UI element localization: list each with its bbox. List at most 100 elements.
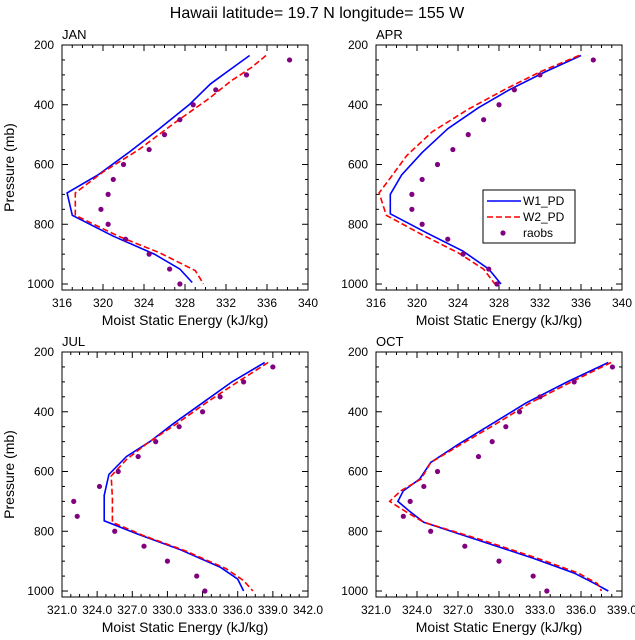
y-tick-label: 600: [348, 158, 368, 172]
data-point-raobs: [115, 468, 121, 475]
panel-jan: JAN 316 320 324 328 332 336 340 200 400 600 800 1000…: [1, 27, 318, 328]
data-point-raobs: [450, 146, 456, 153]
data-point-raobs: [194, 573, 200, 579]
panel-title: OCT: [376, 334, 404, 349]
data-point-raobs: [176, 424, 182, 430]
y-tick-label: 200: [34, 38, 54, 52]
data-point-raobs: [177, 117, 183, 123]
data-point-raobs: [202, 588, 208, 594]
y-axis-label: Pressure (mb): [1, 123, 17, 212]
y-tick-label: 400: [34, 98, 54, 112]
data-point-raobs: [537, 72, 543, 78]
x-tick-label: 336: [571, 296, 591, 310]
data-point-raobs: [409, 206, 415, 212]
data-point-raobs: [400, 513, 406, 519]
data-point-raobs: [496, 102, 502, 108]
y-tick-label: 800: [348, 217, 368, 231]
data-point-raobs: [96, 483, 103, 490]
series-line-w2-pd: [110, 361, 269, 592]
data-point-raobs: [177, 281, 183, 287]
chart-title: Hawaii latitude= 19.7 N longitude= 155 W: [170, 5, 465, 22]
x-tick-label: 342.0: [293, 603, 323, 617]
y-tick-label: 1000: [27, 584, 54, 598]
data-point-raobs: [135, 453, 141, 460]
y-tick-label: 200: [348, 345, 368, 359]
data-point-raobs: [199, 409, 206, 415]
data-point-raobs: [146, 251, 152, 257]
data-point-raobs: [460, 251, 466, 257]
y-tick-label: 1000: [27, 277, 54, 291]
panel-title: JUL: [62, 334, 85, 349]
data-point-raobs: [462, 543, 468, 549]
plot-frame: [61, 351, 309, 598]
data-point-raobs: [105, 191, 111, 197]
data-point-raobs: [164, 558, 171, 564]
data-point-raobs: [270, 364, 276, 370]
data-point-raobs: [161, 132, 168, 138]
x-tick-label: 330.0: [152, 603, 182, 617]
data-point-raobs: [409, 191, 415, 197]
data-point-raobs: [407, 498, 413, 504]
data-point-raobs: [286, 57, 293, 63]
data-point-raobs: [167, 266, 173, 272]
series-line-w2-pd: [74, 54, 267, 285]
x-tick-label: 321.0: [361, 603, 391, 617]
x-tick-label: 328: [489, 296, 509, 310]
y-tick-label: 400: [348, 98, 368, 112]
data-point-raobs: [516, 409, 523, 415]
panel-title: JAN: [62, 27, 87, 42]
x-tick-label: 324: [448, 296, 468, 310]
data-point-raobs: [445, 236, 451, 242]
x-tick-label: 320: [93, 296, 113, 310]
x-tick-label: 328: [175, 296, 195, 310]
series-line-w1-pd: [103, 361, 266, 592]
legend-label: raobs: [523, 226, 553, 240]
series-line-w1-pd: [389, 54, 582, 285]
x-tick-label: 316: [366, 296, 386, 310]
y-tick-label: 400: [348, 405, 368, 419]
y-tick-label: 1000: [341, 277, 368, 291]
data-point-raobs: [503, 424, 509, 430]
data-point-raobs: [434, 468, 441, 475]
x-axis-label: Moist Static Energy (kJ/kg): [416, 619, 583, 635]
data-point-raobs: [141, 543, 147, 549]
data-point-raobs: [122, 236, 129, 242]
x-axis-label: Moist Static Energy (kJ/kg): [102, 312, 269, 328]
data-point-raobs: [481, 117, 487, 123]
data-point-raobs: [419, 221, 425, 227]
y-tick-label: 600: [348, 465, 368, 479]
x-tick-label: 327.0: [443, 603, 473, 617]
x-tick-label: 332: [216, 296, 236, 310]
x-tick-label: 336: [257, 296, 277, 310]
series-line-w2-pd: [388, 361, 612, 592]
x-tick-label: 320: [407, 296, 427, 310]
series-line-w1-pd: [66, 54, 251, 284]
x-tick-label: 333.0: [188, 603, 218, 617]
x-tick-label: 339.0: [607, 603, 635, 617]
y-tick-label: 800: [34, 217, 54, 231]
y-tick-label: 400: [34, 405, 54, 419]
data-point-raobs: [120, 161, 127, 168]
y-tick-label: 1000: [341, 584, 368, 598]
legend-label: W2_PD: [523, 210, 565, 224]
data-point-raobs: [421, 483, 427, 490]
data-point-raobs: [530, 573, 536, 579]
x-tick-label: 340: [612, 296, 632, 310]
x-tick-label: 339.0: [258, 603, 288, 617]
y-tick-label: 200: [34, 345, 54, 359]
data-point-raobs: [98, 206, 104, 212]
panel-jul: JUL 321.0 324.0 327.0 330.0 333.0 336.0 339.0 34…: [1, 334, 323, 635]
data-point-raobs: [511, 87, 517, 93]
y-tick-label: 200: [348, 38, 368, 52]
legend-label: W1_PD: [523, 194, 565, 208]
data-point-raobs: [240, 379, 247, 385]
panel-title: APR: [376, 27, 403, 42]
y-tick-label: 600: [34, 465, 54, 479]
x-tick-label: 336.0: [566, 603, 596, 617]
x-axis-label: Moist Static Energy (kJ/kg): [102, 619, 269, 635]
x-tick-label: 321.0: [47, 603, 77, 617]
data-point-raobs: [71, 498, 77, 504]
data-point-raobs: [190, 102, 196, 108]
